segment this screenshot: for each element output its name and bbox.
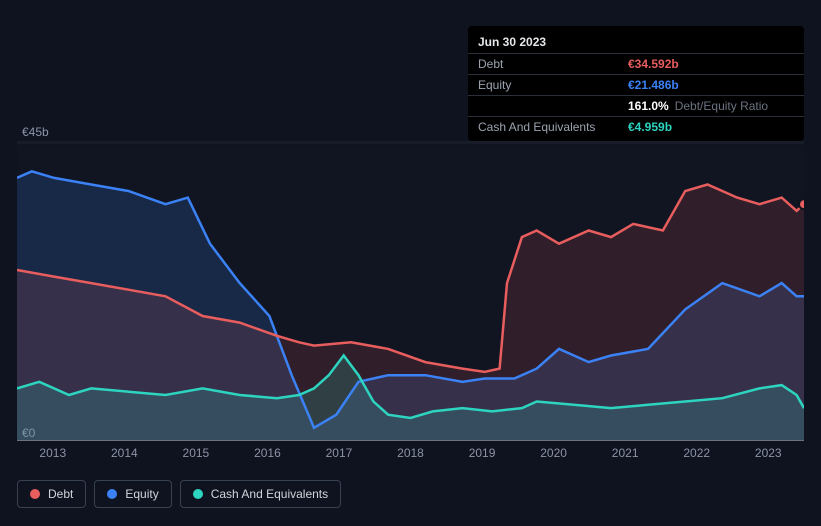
legend-dot-icon [193,489,203,499]
x-axis-tick: 2022 [661,446,733,460]
tooltip-label: Equity [478,78,628,92]
legend-item-cash[interactable]: Cash And Equivalents [180,480,341,508]
tooltip-value-equity: €21.486b [628,78,679,92]
x-axis-tick: 2015 [160,446,232,460]
tooltip-date: Jun 30 2023 [468,30,804,53]
x-axis-tick: 2014 [89,446,161,460]
legend-label: Cash And Equivalents [211,487,328,501]
legend-label: Debt [48,487,73,501]
legend-dot-icon [107,489,117,499]
legend-dot-icon [30,489,40,499]
x-axis-tick: 2019 [446,446,518,460]
x-axis-baseline [17,440,804,441]
x-axis-tick: 2021 [589,446,661,460]
tooltip-row-equity: Equity €21.486b [468,74,804,95]
x-axis-tick: 2017 [303,446,375,460]
tooltip-row-debt: Debt €34.592b [468,53,804,74]
chart-plot-area[interactable] [17,145,804,441]
legend-label: Equity [125,487,158,501]
plot-top-shadow [17,141,804,144]
tooltip-ratio: 161.0% [628,99,669,113]
tooltip-row-ratio: 161.0% Debt/Equity Ratio [468,95,804,116]
x-axis-tick: 2018 [375,446,447,460]
x-axis-tick: 2023 [732,446,804,460]
tooltip-value-cash: €4.959b [628,120,672,134]
tooltip-row-cash: Cash And Equivalents €4.959b [468,116,804,137]
legend-item-debt[interactable]: Debt [17,480,86,508]
tooltip-value-debt: €34.592b [628,57,679,71]
chart-marker [799,199,804,209]
chart-svg [17,145,804,441]
tooltip-label: Cash And Equivalents [478,120,628,134]
x-axis-tick: 2016 [232,446,304,460]
tooltip-ratio-label: Debt/Equity Ratio [675,99,768,113]
legend-item-equity[interactable]: Equity [94,480,171,508]
chart-legend: Debt Equity Cash And Equivalents [17,480,341,508]
tooltip-label: Debt [478,57,628,71]
x-axis-tick: 2020 [518,446,590,460]
x-axis-tick: 2013 [17,446,89,460]
x-axis: 2013201420152016201720182019202020212022… [17,446,804,460]
chart-tooltip: Jun 30 2023 Debt €34.592b Equity €21.486… [468,26,804,141]
y-axis-tick-max: €45b [22,125,49,139]
